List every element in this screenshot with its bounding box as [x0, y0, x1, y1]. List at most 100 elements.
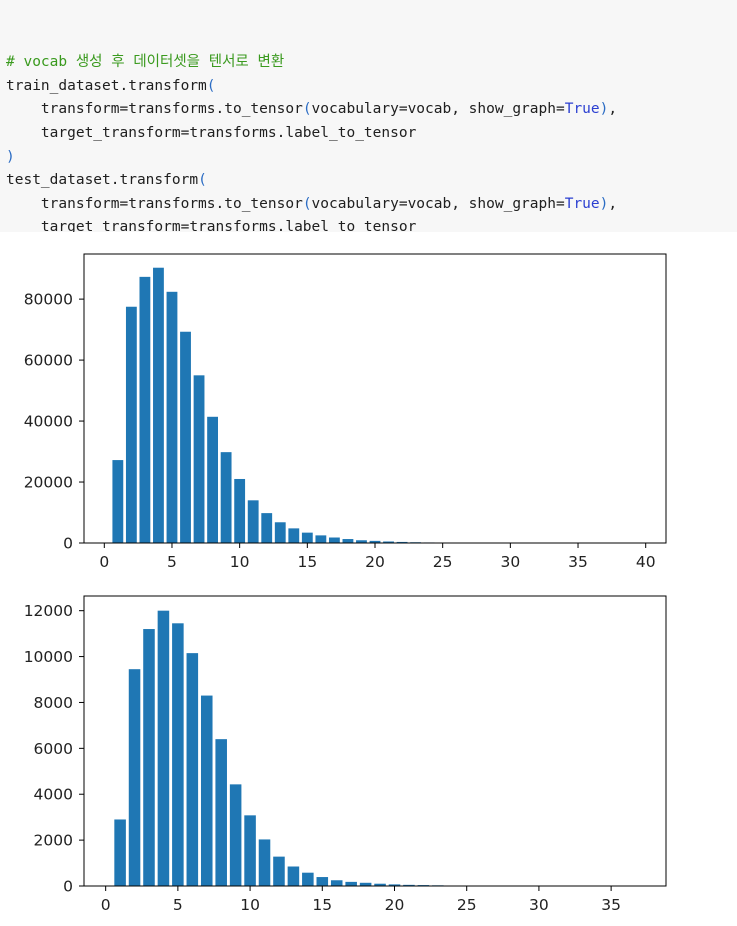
train-length-histogram: 0 5 10 15 20 25 30 35 40 0 20000 40000 60000 80000	[24, 253, 667, 571]
x-tick-label: 0	[101, 896, 111, 914]
bar	[207, 416, 218, 543]
bar	[125, 306, 137, 543]
bar	[302, 872, 314, 886]
y-tick-label: 60000	[24, 352, 73, 370]
bar	[287, 866, 300, 886]
test-length-histogram: 0 5 10 15 20 25 30 35 0 2000 4000 6000 8000 10000 1200…	[24, 595, 667, 914]
bar	[359, 882, 372, 886]
bar	[220, 452, 232, 543]
x-tick-label: 10	[240, 896, 260, 914]
y-tick-label: 4000	[34, 786, 73, 804]
x-tick-label: 15	[312, 896, 332, 914]
bar	[139, 276, 151, 543]
x-tick-label: 25	[433, 553, 453, 571]
y-tick-label: 12000	[24, 602, 73, 620]
bar	[193, 375, 205, 543]
code-token: (	[302, 101, 312, 118]
bar	[261, 513, 273, 543]
code-token: test_dataset.transform	[6, 172, 199, 189]
x-tick-label: 5	[173, 896, 183, 914]
bar	[330, 880, 343, 886]
x-tick-label: 25	[457, 896, 477, 914]
x-tick-label: 10	[230, 553, 250, 571]
code-line: transform=transforms.to_tensor(vocabular…	[6, 193, 731, 217]
bar	[244, 815, 256, 886]
x-tick-label: 5	[167, 553, 177, 571]
y-tick-label: 80000	[24, 291, 73, 309]
x-tick-label: 35	[568, 553, 588, 571]
y-tick-label: 10000	[24, 648, 73, 666]
y-tick-label: 0	[63, 878, 73, 896]
bar	[186, 653, 199, 886]
bar	[356, 540, 367, 543]
bar	[288, 528, 300, 543]
x-tick-label: 0	[99, 553, 109, 571]
bar	[112, 460, 124, 543]
code-token: ,	[608, 101, 618, 118]
code-token: transform=transforms.to_tensor	[6, 101, 303, 118]
plot-frame	[83, 595, 667, 887]
code-token: vocabulary=vocab, show_graph=	[311, 101, 565, 118]
code-line: transform=transforms.to_tensor(vocabular…	[6, 98, 731, 122]
bar	[315, 535, 327, 543]
x-tick-label: 30	[529, 896, 549, 914]
bars	[114, 610, 646, 886]
y-tick-label: 6000	[34, 740, 73, 758]
bar	[234, 478, 246, 543]
bar	[383, 541, 394, 543]
code-token: True	[564, 195, 600, 212]
y-tick-label: 0	[63, 535, 73, 553]
bar	[128, 669, 141, 886]
code-token: target_transform=transforms.label_to_ten…	[6, 124, 417, 141]
bar	[273, 856, 285, 886]
bar	[396, 541, 408, 543]
x-tick-label: 20	[365, 553, 385, 571]
bar	[403, 884, 415, 886]
code-token: train_dataset.transform	[6, 77, 207, 94]
code-cell[interactable]: # vocab 생성 후 데이터셋을 텐서로 변환 train_dataset.t…	[0, 0, 737, 232]
x-tick-label: 20	[385, 896, 405, 914]
bar	[172, 623, 184, 886]
y-tick-label: 40000	[24, 413, 73, 431]
code-token: )	[6, 148, 15, 165]
x-tick-label: 30	[500, 553, 520, 571]
code-token: transform=transforms.to_tensor	[6, 195, 303, 212]
code-token: ,	[608, 195, 618, 212]
code-token: )	[599, 195, 609, 212]
code-token: target_transform=transforms.label_to_ten…	[6, 219, 417, 232]
bar	[388, 884, 401, 886]
code-token: True	[564, 101, 600, 118]
code-token: vocabulary=vocab, show_graph=	[311, 195, 565, 212]
x-tick-label: 15	[297, 553, 317, 571]
y-tick-label: 8000	[34, 694, 73, 712]
y-tick-label: 20000	[24, 474, 73, 492]
bar	[374, 883, 386, 886]
bar	[345, 881, 357, 886]
code-token: (	[198, 172, 207, 189]
code-token: (	[206, 77, 216, 94]
bar	[143, 629, 155, 886]
code-line: target_transform=transforms.label_to_ten…	[6, 216, 731, 232]
bar	[114, 819, 126, 886]
code-editor[interactable]: # vocab 생성 후 데이터셋을 텐서로 변환 train_dataset.t…	[6, 51, 731, 232]
code-line: # vocab 생성 후 데이터셋을 텐서로 변환	[6, 51, 731, 75]
bar	[157, 610, 170, 886]
x-tick-label: 35	[601, 896, 621, 914]
code-line: target_transform=transforms.label_to_ten…	[6, 122, 731, 146]
bar	[274, 522, 286, 543]
code-comment: # vocab 생성 후 데이터셋을 텐서로 변환	[6, 54, 285, 71]
bar	[301, 532, 313, 543]
bars	[112, 267, 638, 543]
bar	[258, 839, 271, 886]
bar	[166, 291, 178, 543]
bar	[247, 500, 259, 543]
bar	[316, 877, 329, 886]
code-token: (	[302, 195, 312, 212]
bar	[328, 537, 340, 543]
bar	[342, 539, 354, 543]
y-tick-label: 2000	[34, 832, 73, 850]
code-line: )	[6, 146, 731, 170]
bar	[153, 267, 164, 543]
bar	[229, 784, 242, 886]
